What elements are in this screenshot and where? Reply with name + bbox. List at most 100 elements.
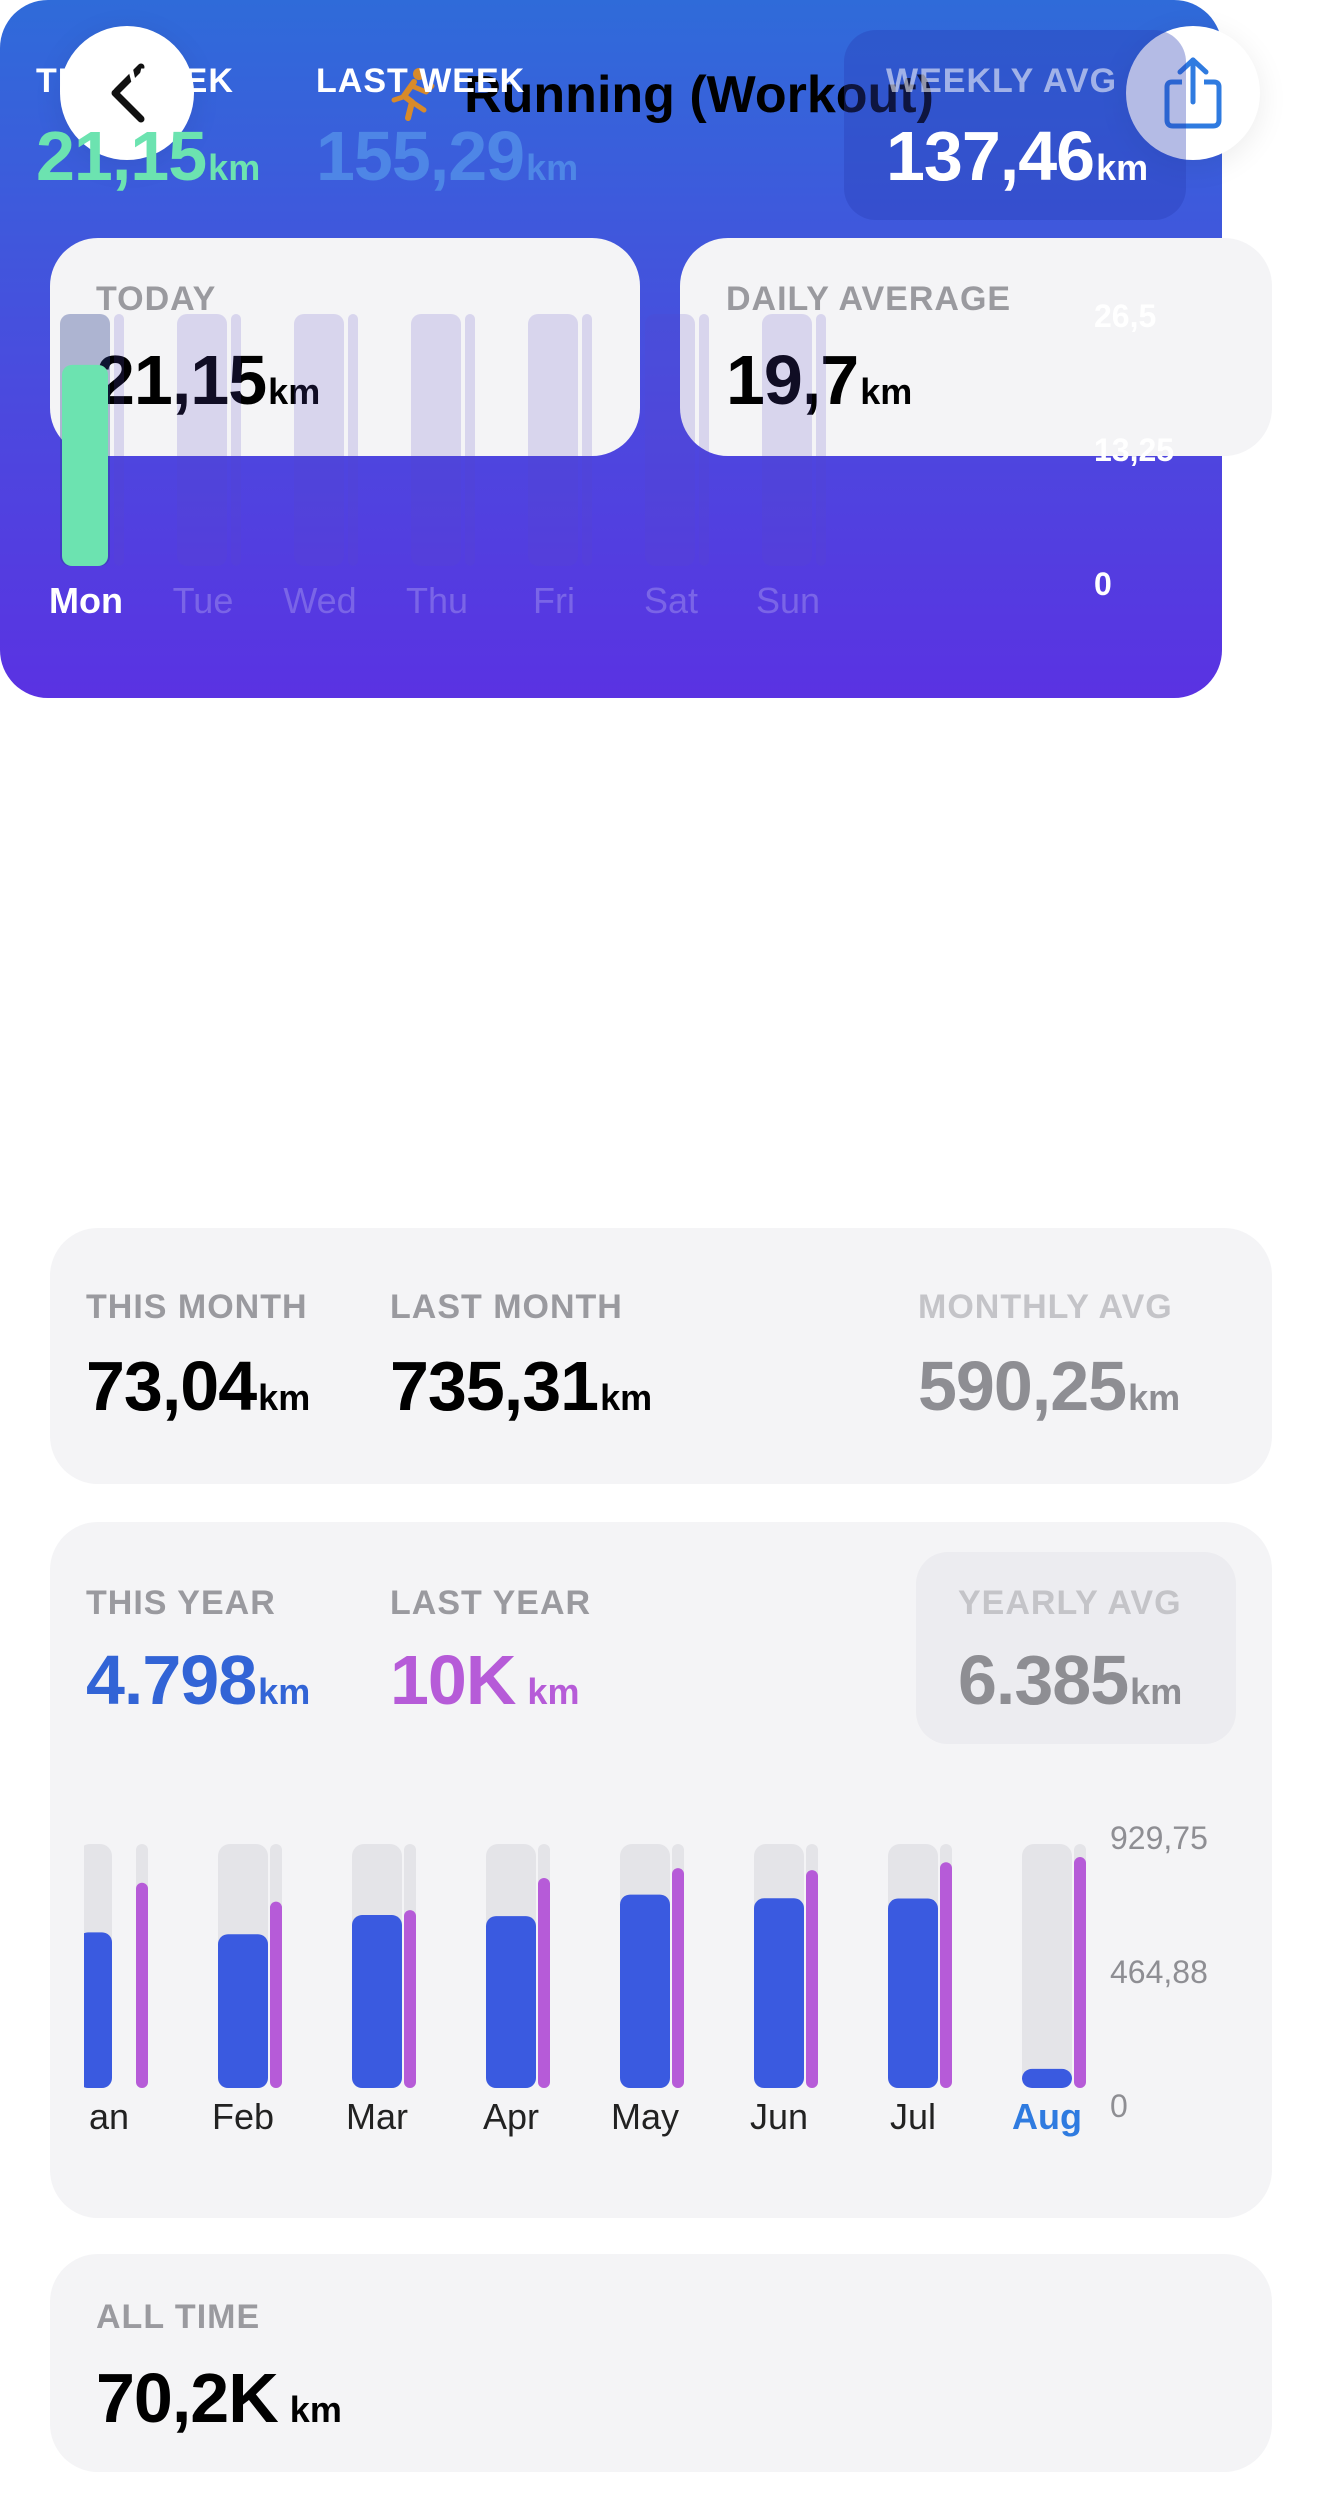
week-axis-top: 26,5 [1094,298,1157,334]
yearly-avg-box [916,1552,1236,1744]
week-bar-track [411,314,461,566]
month-label-jun[interactable]: Jun [749,2096,809,2137]
weekly-avg-unit: km [1096,147,1149,188]
last-week-label: LAST WEEK [316,62,526,100]
this-month-unit: km [258,1377,311,1418]
yearly-avg-unit: km [1130,1671,1183,1712]
day-label-fri[interactable]: Fri [533,580,575,621]
weekly-avg-value-wrap: 137,46km [886,116,1148,196]
month-bar-an [84,1932,112,2088]
weekly-avg-label: WEEKLY AVG [886,62,1118,100]
daily-average-value: 19,7 [726,341,859,419]
weekly-bar-chart [60,314,826,566]
yearly-avg-label: YEARLY AVG [958,1584,1182,1622]
month-label-feb[interactable]: Feb [211,2096,275,2137]
page-title: Running (Workout) [464,66,934,124]
this-week-value-wrap: 21,15km [36,116,260,196]
month-label-apr[interactable]: Apr [482,2096,540,2137]
year-axis-top: 929,75 [1110,1820,1208,1856]
week-bar-track-secondary [582,314,592,566]
last-year-label: LAST YEAR [390,1584,592,1622]
last-month-label: LAST MONTH [390,1288,623,1326]
week-axis-mid: 13,25 [1094,432,1175,468]
monthly-card[interactable]: THIS MONTH 73,04km LAST MONTH 735,31km M… [50,1228,1272,1484]
this-year-unit: km [258,1671,311,1712]
this-year-value: 4.798 [86,1641,257,1719]
daily-average-card[interactable]: DAILY AVERAGE 19,7km [680,238,1272,456]
year-axis-zero: 0 [1110,2088,1128,2124]
last-year-value: 10K [390,1641,516,1719]
month-bar-last-year-aug [1074,1857,1086,2088]
week-bar-track-secondary [465,314,475,566]
weekly-avg-value: 137,46 [886,117,1095,195]
month-bar-apr [486,1916,536,2088]
month-bar-last-year-jun [806,1870,818,2088]
today-value-wrap: 21,15km [96,340,320,420]
this-week-label: THIS WEEK [36,62,234,100]
month-bar-mar [352,1915,402,2088]
this-week-value: 21,15 [36,117,207,195]
month-bar-last-year-feb [270,1901,282,2088]
day-label-wed[interactable]: Wed [283,580,357,621]
month-label-an[interactable]: an [88,2096,130,2137]
month-bar-may [620,1894,670,2088]
last-year-unit: km [527,1671,580,1712]
week-bar-track [645,314,695,566]
monthly-avg-label: MONTHLY AVG [918,1288,1173,1326]
this-month-label: THIS MONTH [86,1288,308,1326]
header: Running (Workout) [0,60,1320,130]
week-bar-mon [62,364,108,566]
running-icon [391,68,435,121]
today-unit: km [268,371,320,412]
this-month-value: 73,04 [86,1347,257,1425]
share-button[interactable] [1126,26,1260,160]
this-year-value-wrap: 4.798km [86,1640,310,1720]
monthly-avg-value-wrap: 590,25km [918,1346,1180,1426]
day-label-thu[interactable]: Thu [405,580,469,621]
month-label-may[interactable]: May [610,2096,679,2137]
month-label-aug[interactable]: Aug [1012,2096,1082,2137]
month-label-jul[interactable]: Jul [889,2096,937,2137]
all-time-card[interactable]: ALL TIME 70,2K km [50,2254,1272,2472]
all-time-value-wrap: 70,2K km [96,2358,342,2438]
last-week-value-wrap: 155,29km [316,116,578,196]
last-year-value-wrap: 10K km [390,1640,579,1720]
month-bar-last-year-mar [404,1910,416,2088]
share-icon [1164,57,1222,129]
month-bar-aug [1022,2068,1072,2088]
last-month-unit: km [600,1377,653,1418]
daily-average-label: DAILY AVERAGE [726,280,1012,318]
week-bar-track-secondary [348,314,358,566]
week-bar-track [762,314,812,566]
week-bar-track [294,314,344,566]
week-axis-zero: 0 [1094,566,1112,602]
this-month-value-wrap: 73,04km [86,1346,310,1426]
daily-average-value-wrap: 19,7km [726,340,912,420]
all-time-label: ALL TIME [96,2298,261,2336]
month-bar-jun [754,1898,804,2088]
monthly-avg-value: 590,25 [918,1347,1127,1425]
week-bar-track-secondary [699,314,709,566]
day-label-tue[interactable]: Tue [172,580,234,621]
day-label-sun[interactable]: Sun [755,580,821,621]
last-month-value: 735,31 [390,1347,599,1425]
yearly-bar-chart [84,1844,1086,2088]
today-card[interactable]: TODAY 21,15km [50,238,640,456]
week-bar-track-secondary [816,314,826,566]
month-bar-last-year-an [136,1882,148,2088]
last-month-value-wrap: 735,31km [390,1346,652,1426]
week-bar-track-secondary [114,314,124,566]
month-label-mar[interactable]: Mar [346,2096,408,2137]
back-button[interactable] [60,26,194,160]
weekly-card[interactable]: THIS WEEK 21,15km LAST WEEK 155,29km WEE… [0,0,1222,698]
all-time-unit: km [289,2389,342,2430]
day-label-mon[interactable]: Mon [49,580,123,621]
all-time-value: 70,2K [96,2359,279,2437]
weekly-avg-box [844,30,1186,220]
monthly-avg-unit: km [1128,1377,1181,1418]
yearly-avg-value-wrap: 6.385km [958,1640,1182,1720]
chevron-left-icon [111,63,145,123]
last-week-value: 155,29 [316,117,525,195]
day-label-sat[interactable]: Sat [643,580,699,621]
today-value: 21,15 [96,341,267,419]
